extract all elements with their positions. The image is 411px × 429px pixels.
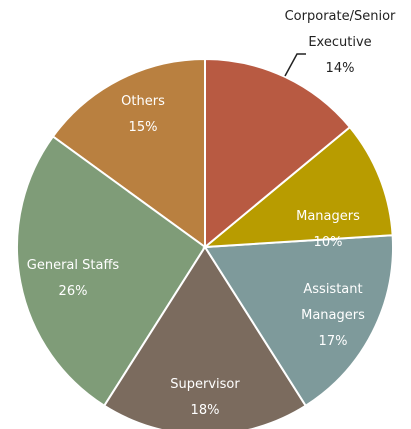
slice — [204, 57, 352, 250]
value-label: 26% — [58, 284, 88, 299]
category-label: Corporate/Senior Executive — [284, 9, 396, 50]
slice — [201, 125, 394, 249]
value-label: 15% — [128, 120, 158, 135]
slice-label: Assistant Managers 17% — [286, 277, 381, 355]
leader-line — [284, 53, 306, 77]
value-label: 17% — [318, 334, 348, 349]
slice — [102, 245, 308, 429]
slice — [51, 57, 206, 249]
slice-label: Supervisor 18% — [145, 372, 265, 424]
slice-label: Managers 10% — [273, 204, 383, 256]
category-label: Others — [121, 94, 165, 109]
value-label: 14% — [325, 61, 355, 76]
slice-label: General Staffs 26% — [13, 253, 133, 305]
category-label: Supervisor — [170, 377, 240, 392]
slice-label: Corporate/Senior Executive 14% — [278, 4, 403, 82]
category-label: Managers — [296, 209, 360, 224]
category-label: Assistant Managers — [301, 282, 365, 323]
slice — [16, 135, 207, 408]
value-label: 10% — [313, 235, 343, 250]
slice — [203, 234, 394, 408]
value-label: 18% — [190, 403, 220, 418]
slice-label: Others 15% — [93, 89, 193, 141]
category-label: General Staffs — [26, 258, 120, 273]
